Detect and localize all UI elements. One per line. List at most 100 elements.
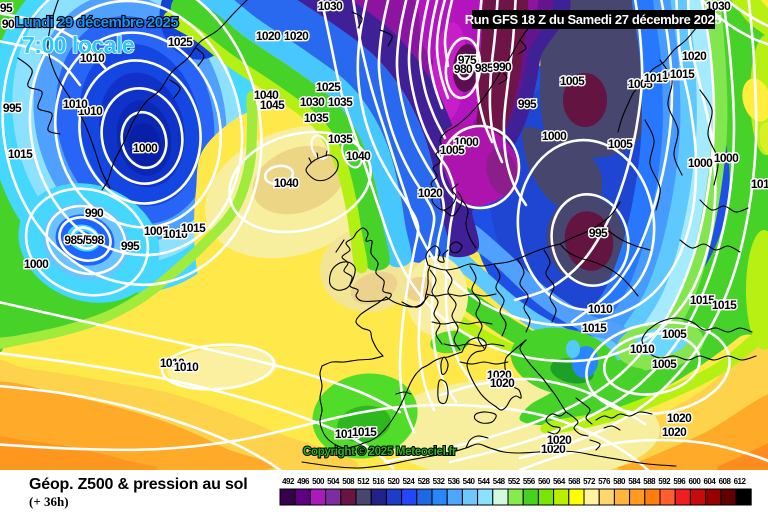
svg-text:1020: 1020 <box>662 425 687 439</box>
svg-text:1040: 1040 <box>346 149 371 163</box>
svg-text:504: 504 <box>327 477 340 486</box>
svg-text:1010: 1010 <box>160 356 185 370</box>
svg-text:596: 596 <box>673 477 686 486</box>
svg-text:600: 600 <box>688 477 701 486</box>
svg-text:1005: 1005 <box>608 137 633 151</box>
svg-text:1020: 1020 <box>284 29 309 43</box>
svg-text:1010: 1010 <box>644 71 669 85</box>
svg-text:612: 612 <box>734 477 747 486</box>
svg-text:1005: 1005 <box>560 74 585 88</box>
svg-text:1030: 1030 <box>318 0 343 13</box>
svg-text:580: 580 <box>613 477 626 486</box>
svg-text:520: 520 <box>387 477 400 486</box>
svg-text:985: 985 <box>475 61 494 75</box>
svg-text:1000: 1000 <box>714 151 739 165</box>
svg-text:1040: 1040 <box>254 88 279 102</box>
svg-text:1015: 1015 <box>670 67 695 81</box>
svg-text:536: 536 <box>448 477 461 486</box>
svg-text:528: 528 <box>418 477 431 486</box>
svg-text:Copyright © 2025 Meteociel.fr: Copyright © 2025 Meteociel.fr <box>303 446 457 458</box>
svg-text:1020: 1020 <box>541 442 566 456</box>
svg-text:524: 524 <box>402 477 415 486</box>
svg-text:1020: 1020 <box>490 376 515 390</box>
svg-text:556: 556 <box>523 477 536 486</box>
svg-text:592: 592 <box>658 477 671 486</box>
svg-text:500: 500 <box>312 477 325 486</box>
svg-text:1020: 1020 <box>682 49 707 63</box>
svg-text:1000: 1000 <box>542 129 567 143</box>
svg-text:990: 990 <box>493 60 512 74</box>
svg-text:540: 540 <box>463 477 476 486</box>
svg-text:604: 604 <box>703 477 716 486</box>
svg-text:1010: 1010 <box>78 104 103 118</box>
svg-text:1000: 1000 <box>24 257 49 271</box>
svg-text:95: 95 <box>0 1 13 15</box>
svg-text:1020: 1020 <box>487 368 512 382</box>
svg-text:1005: 1005 <box>440 143 465 157</box>
svg-text:1000: 1000 <box>688 156 713 170</box>
svg-text:492: 492 <box>282 477 295 486</box>
svg-text:516: 516 <box>372 477 385 486</box>
svg-text:995: 995 <box>3 101 22 115</box>
svg-text:552: 552 <box>508 477 521 486</box>
svg-text:1020: 1020 <box>547 433 572 447</box>
svg-text:1010: 1010 <box>163 227 188 241</box>
svg-text:90: 90 <box>2 17 15 31</box>
svg-text:1025: 1025 <box>316 80 341 94</box>
svg-text:1010: 1010 <box>662 68 687 82</box>
svg-text:588: 588 <box>643 477 656 486</box>
svg-text:1025: 1025 <box>168 35 193 49</box>
svg-text:995: 995 <box>518 97 537 111</box>
svg-text:1015: 1015 <box>751 177 768 191</box>
svg-text:1005: 1005 <box>662 327 687 341</box>
svg-text:584: 584 <box>628 477 641 486</box>
svg-text:608: 608 <box>719 477 732 486</box>
svg-text:1040: 1040 <box>274 176 299 190</box>
svg-text:Lundi 29 décembre 2025: Lundi 29 décembre 2025 <box>15 14 178 31</box>
svg-text:1000: 1000 <box>454 135 479 149</box>
svg-text:1005: 1005 <box>628 77 653 91</box>
svg-text:1030: 1030 <box>300 95 325 109</box>
svg-text:496: 496 <box>297 477 310 486</box>
svg-text:1015: 1015 <box>181 221 206 235</box>
svg-text:1010: 1010 <box>630 342 655 356</box>
svg-text:1015: 1015 <box>335 427 360 441</box>
svg-text:1010: 1010 <box>80 51 105 65</box>
svg-text:995: 995 <box>589 226 608 240</box>
svg-text:(+ 36h): (+ 36h) <box>29 494 69 509</box>
svg-text:975: 975 <box>458 53 477 67</box>
svg-text:985/598: 985/598 <box>64 233 104 247</box>
svg-text:Run GFS 18 Z du Samedi 27 déce: Run GFS 18 Z du Samedi 27 décembre 2025 <box>465 12 722 27</box>
svg-text:560: 560 <box>538 477 551 486</box>
svg-text:1020: 1020 <box>256 29 281 43</box>
svg-text:1010: 1010 <box>174 360 199 374</box>
svg-text:Géop. Z500 & pression au sol: Géop. Z500 & pression au sol <box>29 476 247 493</box>
svg-text:990: 990 <box>85 206 104 220</box>
svg-text:568: 568 <box>568 477 581 486</box>
svg-text:512: 512 <box>357 477 370 486</box>
svg-text:1020: 1020 <box>418 186 443 200</box>
svg-text:564: 564 <box>553 477 566 486</box>
svg-text:532: 532 <box>433 477 446 486</box>
svg-text:1005: 1005 <box>144 224 169 238</box>
svg-text:980: 980 <box>454 62 473 76</box>
svg-text:1020: 1020 <box>667 411 692 425</box>
svg-text:995: 995 <box>121 239 140 253</box>
svg-text:508: 508 <box>342 477 355 486</box>
svg-text:576: 576 <box>598 477 611 486</box>
svg-text:1045: 1045 <box>260 98 285 112</box>
svg-text:1015: 1015 <box>352 425 377 439</box>
svg-text:1010: 1010 <box>63 97 88 111</box>
svg-text:7:00 locale: 7:00 locale <box>22 32 134 58</box>
svg-text:1015: 1015 <box>582 321 607 335</box>
svg-text:1015: 1015 <box>8 147 33 161</box>
svg-text:1005: 1005 <box>652 357 677 371</box>
svg-text:572: 572 <box>583 477 596 486</box>
svg-text:548: 548 <box>493 477 506 486</box>
svg-text:1015: 1015 <box>690 293 715 307</box>
svg-text:1035: 1035 <box>328 132 353 146</box>
svg-text:1035: 1035 <box>304 111 329 125</box>
svg-text:544: 544 <box>478 477 491 486</box>
svg-text:1010: 1010 <box>588 302 613 316</box>
svg-text:1035: 1035 <box>328 95 353 109</box>
